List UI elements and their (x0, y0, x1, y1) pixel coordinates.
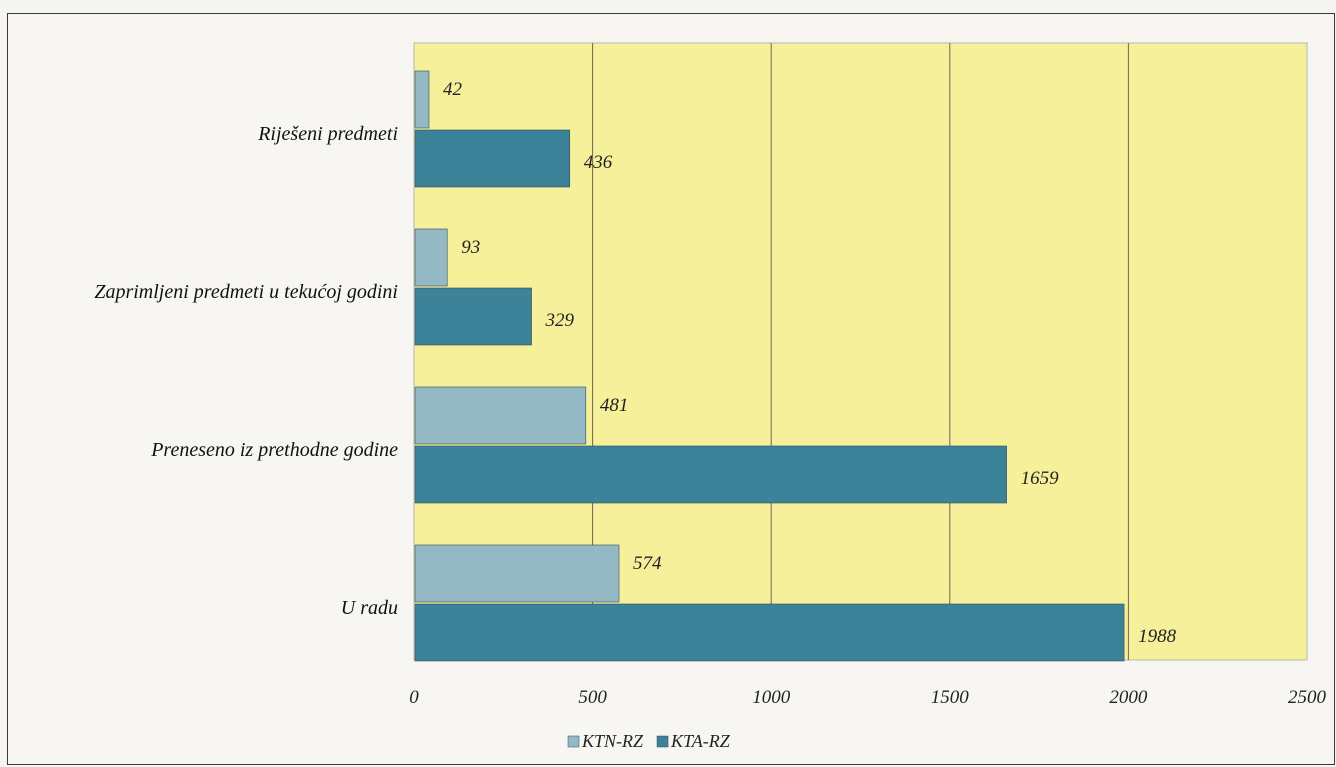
data-label: 42 (443, 79, 463, 100)
labels: 0 500 1000 1500 2000 2500 Riješeni predmeti 42 4… (94, 79, 1326, 708)
legend: KTN-RZ KTA-RZ (567, 731, 731, 751)
x-tick-label: 500 (578, 687, 607, 708)
bar-ktn-rz (414, 386, 587, 445)
bar-chart: 0 500 1000 1500 2000 2500 Riješeni predmeti 42 4… (94, 42, 1327, 751)
x-tick-label: 1000 (752, 687, 791, 708)
bar-ktn-rz (414, 228, 448, 287)
data-label: 329 (545, 310, 575, 331)
x-tick-label: 2000 (1109, 687, 1148, 708)
category-label: Riješeni predmeti (257, 123, 398, 145)
data-label: 1988 (1138, 626, 1177, 647)
data-label: 481 (600, 395, 629, 416)
bar-kta-rz (414, 603, 1125, 662)
data-label: 436 (584, 152, 613, 173)
x-tick-label: 0 (409, 687, 419, 708)
legend-label: KTA-RZ (670, 731, 731, 751)
data-label: 574 (633, 553, 662, 574)
bar-kta-rz (414, 287, 532, 346)
bar-ktn-rz (414, 544, 620, 603)
chart-frame: 0 500 1000 1500 2000 2500 Riješeni predmeti 42 4… (7, 13, 1335, 765)
bar-ktn-rz (414, 70, 430, 129)
legend-swatch (567, 735, 580, 748)
bar-kta-rz (414, 445, 1007, 504)
bars (414, 70, 1125, 662)
legend-label: KTN-RZ (581, 731, 644, 751)
category-label: Zaprimljeni predmeti u tekućoj godini (94, 281, 398, 303)
legend-swatch (656, 735, 669, 748)
data-label: 93 (461, 237, 480, 258)
data-label: 1659 (1021, 468, 1059, 489)
bar-kta-rz (414, 129, 571, 188)
x-tick-label: 1500 (931, 687, 970, 708)
category-label: U radu (341, 597, 398, 619)
category-label: Preneseno iz prethodne godine (150, 439, 398, 461)
x-tick-label: 2500 (1288, 687, 1327, 708)
